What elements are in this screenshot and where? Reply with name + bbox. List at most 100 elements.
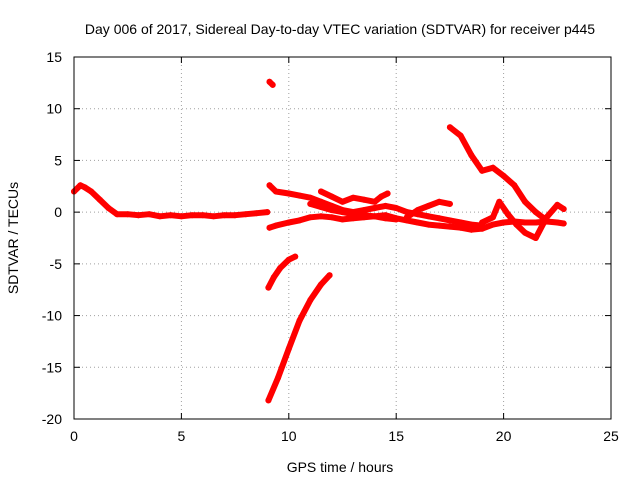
data-point	[296, 217, 303, 224]
data-point	[457, 132, 464, 139]
y-tick-label: 0	[54, 204, 62, 220]
y-tick-label: 10	[46, 101, 62, 117]
data-point	[272, 188, 279, 195]
data-point	[371, 213, 378, 220]
y-axis-label: SDTVAR / TECUs	[5, 182, 21, 294]
x-tick-label: 0	[70, 428, 78, 444]
data-point	[285, 190, 292, 197]
data-point	[266, 182, 273, 189]
data-point	[489, 164, 496, 171]
series-track-11	[265, 272, 333, 404]
data-point	[436, 215, 443, 222]
data-point	[318, 281, 324, 288]
data-point	[425, 221, 432, 228]
data-point	[292, 253, 299, 260]
x-tick-label: 10	[281, 428, 297, 444]
x-tick-label: 20	[496, 428, 512, 444]
data-point	[361, 212, 367, 219]
data-point	[339, 209, 346, 216]
data-point	[318, 188, 324, 195]
data-point	[146, 211, 153, 218]
data-point	[265, 397, 272, 404]
data-point	[378, 193, 385, 200]
data-point	[532, 219, 539, 226]
data-point	[382, 215, 389, 222]
data-point	[500, 219, 507, 226]
data-point	[296, 317, 303, 324]
data-point	[522, 229, 529, 236]
data-point	[266, 224, 273, 231]
data-point	[272, 222, 279, 229]
data-point	[403, 214, 410, 221]
data-point	[436, 222, 443, 229]
data-point	[242, 211, 249, 218]
data-point	[296, 192, 303, 199]
data-point	[105, 205, 112, 211]
data-point	[496, 198, 503, 205]
data-point	[199, 212, 206, 219]
series-track-8	[446, 124, 550, 224]
data-point	[178, 213, 185, 220]
data-point	[446, 223, 453, 230]
data-point	[489, 221, 496, 228]
data-point	[361, 196, 367, 203]
data-point	[468, 221, 475, 228]
data-point	[285, 219, 292, 226]
data-point	[504, 211, 511, 218]
data-point	[446, 217, 453, 224]
data-point	[361, 207, 367, 214]
data-point	[393, 216, 400, 223]
data-point	[285, 345, 292, 352]
data-point	[425, 213, 432, 220]
data-point	[270, 274, 277, 281]
data-point	[167, 212, 174, 219]
data-point	[339, 198, 346, 205]
data-point	[328, 193, 335, 200]
data-point	[511, 182, 518, 189]
data-point	[560, 220, 567, 227]
data-point	[350, 194, 357, 201]
x-tick-label: 5	[178, 428, 186, 444]
data-point	[560, 206, 567, 212]
data-point	[457, 224, 464, 231]
data-point	[436, 198, 443, 205]
data-point	[96, 196, 103, 203]
data-point	[232, 212, 239, 219]
data-point	[285, 256, 292, 263]
data-point	[414, 207, 421, 214]
data-point	[275, 374, 282, 381]
data-point	[543, 214, 550, 221]
data-point	[384, 190, 391, 197]
data-point	[350, 211, 357, 218]
data-point	[221, 212, 228, 219]
x-tick-label: 15	[388, 428, 404, 444]
data-point	[457, 219, 464, 226]
data-point	[326, 272, 333, 279]
x-tick-label: 25	[603, 428, 619, 444]
data-point	[522, 219, 529, 226]
data-point	[307, 194, 314, 201]
data-point	[425, 202, 432, 209]
data-point	[277, 265, 284, 271]
data-point	[210, 213, 217, 220]
data-point	[371, 205, 378, 211]
data-point	[468, 226, 475, 233]
y-tick-label: -5	[50, 256, 63, 272]
data-point	[135, 212, 142, 219]
data-point	[124, 211, 131, 218]
data-point	[328, 207, 335, 214]
data-point	[88, 188, 95, 195]
data-point	[446, 200, 453, 207]
data-point	[269, 81, 276, 88]
x-axis-label: GPS time / hours	[287, 459, 394, 475]
data-point	[328, 214, 335, 221]
plot-frame	[73, 56, 612, 420]
data-point	[446, 124, 453, 131]
y-tick-label: -10	[42, 308, 62, 324]
axis-ticks: 0 5 10 15 20 25 -20 -15 -10 -5 0 5 10 15	[42, 49, 619, 444]
data-point	[414, 219, 421, 226]
y-tick-label: -20	[42, 411, 62, 427]
data-point	[156, 213, 163, 220]
data-point	[265, 284, 272, 291]
